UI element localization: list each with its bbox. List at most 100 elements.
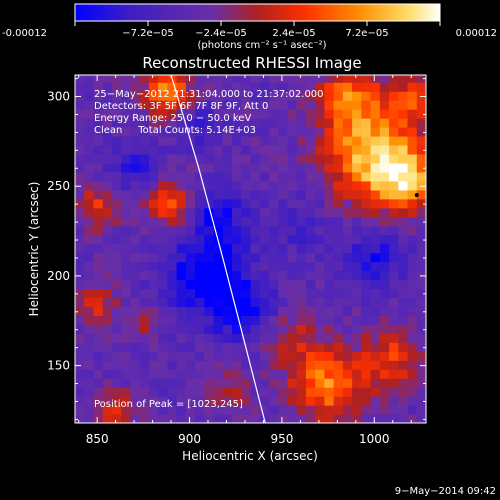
heatmap-cell <box>204 153 215 164</box>
heatmap-cell <box>352 109 362 119</box>
heatmap-cell <box>370 127 381 137</box>
heatmap-cell <box>148 279 159 290</box>
heatmap-cell <box>389 396 399 406</box>
heatmap-cell <box>232 315 242 325</box>
heatmap-cell <box>148 100 159 110</box>
heatmap-cell <box>278 127 289 137</box>
heatmap-cell <box>305 270 316 281</box>
heatmap-cell <box>324 396 335 406</box>
heatmap-cell <box>361 396 372 406</box>
heatmap-cell <box>148 127 159 137</box>
heatmap-cell <box>416 171 426 182</box>
heatmap-cell <box>407 378 418 388</box>
heatmap-cell <box>185 144 196 155</box>
heatmap-cell <box>305 234 316 245</box>
heatmap-cell <box>259 333 270 343</box>
heatmap-cell <box>324 153 335 164</box>
heatmap-cell <box>167 414 178 423</box>
heatmap-cell <box>278 82 289 92</box>
heatmap-cell <box>379 135 390 146</box>
heatmap-cell <box>333 396 344 406</box>
heatmap-cell <box>84 342 95 352</box>
heatmap-cell <box>407 261 418 272</box>
heatmap-cell <box>268 297 279 307</box>
heatmap-cell <box>361 180 372 191</box>
heatmap-cell <box>379 75 390 83</box>
heatmap-cell <box>287 100 298 110</box>
heatmap-cell <box>130 270 141 281</box>
heatmap-cell <box>195 414 205 423</box>
heatmap-cell <box>185 252 196 263</box>
heatmap-cell <box>259 252 270 263</box>
heatmap-cell <box>93 252 104 263</box>
heatmap-cell <box>111 234 122 245</box>
heatmap-cell <box>232 171 242 182</box>
heatmap-cell <box>139 261 150 272</box>
heatmap-cell <box>287 82 298 92</box>
heatmap-cell <box>333 279 344 290</box>
heatmap-cell <box>75 414 85 423</box>
heatmap-cell <box>268 333 279 343</box>
heatmap-cell <box>250 153 261 164</box>
heatmap-cell <box>416 306 426 316</box>
heatmap-cell <box>416 153 426 164</box>
heatmap-cell <box>287 91 298 101</box>
heatmap-cell <box>213 360 224 370</box>
heatmap-cell <box>102 315 113 325</box>
heatmap-cell <box>195 162 205 173</box>
heatmap-cell <box>352 216 362 227</box>
heatmap-cell <box>75 109 85 119</box>
heatmap-cell <box>389 333 399 343</box>
heatmap-cell <box>398 180 409 191</box>
heatmap-cell <box>296 333 307 343</box>
heatmap-cell <box>333 297 344 307</box>
heatmap-cell <box>75 198 85 209</box>
heatmap-cell <box>287 216 298 227</box>
heatmap-cell <box>342 91 353 101</box>
heatmap-cell <box>333 378 344 388</box>
heatmap-cell <box>305 315 316 325</box>
heatmap-cell <box>158 387 168 397</box>
heatmap-cell <box>315 387 325 397</box>
heatmap-cell <box>333 91 344 101</box>
heatmap-cell <box>296 405 307 415</box>
heatmap-cell <box>195 198 205 209</box>
heatmap-cell <box>342 387 353 397</box>
heatmap-cell <box>361 118 372 128</box>
heatmap-cell <box>379 297 390 307</box>
heatmap-cell <box>416 342 426 352</box>
heatmap-cell <box>333 342 344 352</box>
heatmap-cell <box>111 171 122 182</box>
heatmap-cell <box>111 207 122 218</box>
heatmap-cell <box>148 369 159 379</box>
heatmap-cell <box>305 261 316 272</box>
heatmap-cell <box>139 207 150 218</box>
heatmap-cell <box>250 162 261 173</box>
heatmap-cell <box>379 82 390 92</box>
heatmap-cell <box>305 162 316 173</box>
heatmap-cell <box>296 153 307 164</box>
heatmap-cell <box>370 171 381 182</box>
heatmap-cell <box>130 369 141 379</box>
heatmap-cell <box>232 342 242 352</box>
heatmap-cell <box>158 162 168 173</box>
heatmap-cell <box>102 306 113 316</box>
heatmap-cell <box>148 306 159 316</box>
heatmap-cell <box>232 369 242 379</box>
heatmap-cell <box>121 135 132 146</box>
heatmap-cell <box>259 342 270 352</box>
heatmap-cell <box>204 189 215 200</box>
heatmap-cell <box>315 342 325 352</box>
heatmap-cell <box>296 82 307 92</box>
heatmap-cell <box>361 369 372 379</box>
heatmap-cell <box>139 135 150 146</box>
heatmap-cell <box>379 234 390 245</box>
heatmap-cell <box>232 109 242 119</box>
heatmap-cell <box>361 171 372 182</box>
heatmap-cell <box>361 207 372 218</box>
heatmap-cell <box>352 378 362 388</box>
heatmap-cell <box>315 243 325 254</box>
heatmap-cell <box>213 216 224 227</box>
heatmap-cell <box>167 351 178 361</box>
heatmap-cell <box>195 243 205 254</box>
